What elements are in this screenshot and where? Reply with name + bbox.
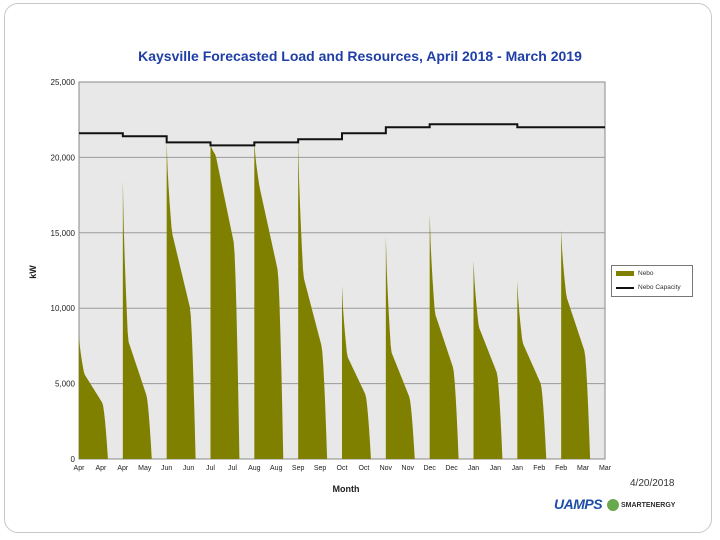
- smartenergy-mark-icon: [607, 499, 619, 511]
- x-tick-label: Oct: [337, 465, 348, 472]
- legend-swatch-nebo: [616, 271, 634, 276]
- y-tick-label: 15,000: [51, 229, 76, 238]
- smartenergy-logo: SMARTENERGY: [607, 499, 675, 511]
- y-tick-label: 20,000: [51, 153, 76, 162]
- x-axis-label: Month: [333, 484, 360, 494]
- nebo-area-jun: [166, 142, 196, 459]
- uamps-logo: UAMPS: [554, 496, 603, 512]
- x-tick-label: Dec: [423, 465, 436, 472]
- y-axis-ticks: 0 5,000 10,000 15,000 20,000 25,000: [51, 78, 76, 464]
- legend-label-nebo: Nebo: [638, 270, 654, 277]
- nebo-area-dec: [429, 213, 459, 459]
- x-tick-label: Apr: [95, 465, 107, 472]
- x-tick-label: Mar: [577, 465, 590, 472]
- x-tick-label: Jul: [206, 465, 215, 472]
- nebo-area-feb: [517, 281, 547, 459]
- nebo-series: [79, 139, 591, 459]
- chart-title: Kaysville Forecasted Load and Resources,…: [138, 48, 582, 64]
- nebo-area-aug: [254, 140, 284, 459]
- x-tick-label: Nov: [380, 465, 393, 472]
- nebo-area-oct: [342, 285, 371, 459]
- x-tick-label: Apr: [117, 465, 129, 472]
- legend-swatch-nebo-capacity: [616, 286, 634, 289]
- x-tick-label: Jan: [512, 465, 523, 472]
- date-stamp: 4/20/2018: [630, 478, 675, 489]
- x-tick-label: Dec: [445, 465, 458, 472]
- x-tick-label: Jan: [468, 465, 479, 472]
- nebo-capacity-series: [79, 123, 605, 147]
- nebo-area-may: [122, 180, 152, 459]
- x-tick-label: Sep: [292, 465, 305, 472]
- y-tick-label: 0: [71, 455, 76, 464]
- nebo-area-sep: [298, 139, 328, 459]
- legend-item-nebo: Nebo: [616, 270, 654, 277]
- nebo-area-apr: [79, 335, 108, 459]
- x-tick-label: Apr: [74, 465, 86, 472]
- x-axis-ticks: Apr Apr Apr May Jun Jun Jul Jul Aug Aug Sep Sep Oct O…: [74, 465, 612, 472]
- nebo-capacity-line: [79, 123, 605, 147]
- nebo-area-nov: [385, 235, 415, 459]
- x-tick-label: May: [138, 465, 152, 472]
- y-tick-label: 10,000: [51, 304, 76, 313]
- x-tick-label: Mar: [599, 465, 612, 472]
- x-tick-label: Sep: [314, 465, 327, 472]
- x-tick-label: Feb: [533, 465, 545, 472]
- nebo-area-jul: [210, 143, 240, 459]
- legend: Nebo Nebo Capacity: [611, 265, 693, 297]
- x-tick-label: Nov: [402, 465, 415, 472]
- x-tick-label: Jul: [228, 465, 237, 472]
- y-tick-label: 5,000: [55, 380, 76, 389]
- x-tick-label: Oct: [358, 465, 369, 472]
- nebo-area-mar: [561, 229, 591, 459]
- legend-label-nebo-capacity: Nebo Capacity: [638, 284, 681, 291]
- x-tick-label: Jun: [161, 465, 172, 472]
- x-tick-label: Jan: [490, 465, 501, 472]
- y-axis-label: kW: [28, 265, 38, 279]
- x-tick-label: Feb: [555, 465, 567, 472]
- x-tick-label: Jun: [183, 465, 194, 472]
- x-tick-label: Aug: [248, 465, 261, 472]
- x-tick-label: Aug: [270, 465, 283, 472]
- nebo-area-jan: [473, 259, 503, 459]
- y-tick-label: 25,000: [51, 78, 76, 87]
- legend-item-nebo-capacity: Nebo Capacity: [616, 284, 681, 291]
